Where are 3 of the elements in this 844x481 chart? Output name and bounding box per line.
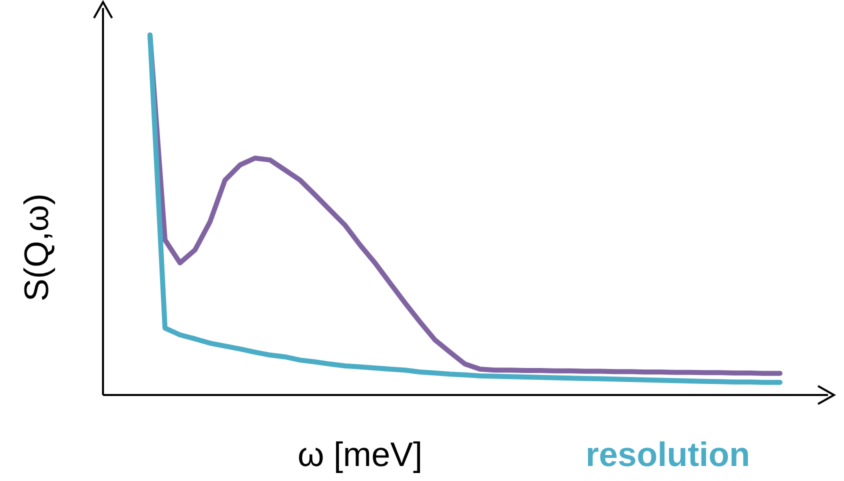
x-axis-title: ω [meV] — [298, 436, 422, 474]
y-axis-title: S(Q,ω) — [18, 194, 56, 302]
series-label: resolution — [586, 436, 750, 474]
